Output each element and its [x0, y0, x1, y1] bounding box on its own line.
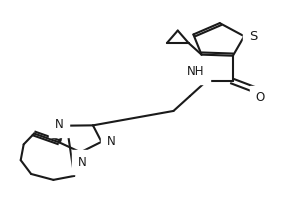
Text: N: N: [55, 118, 64, 131]
Text: O: O: [255, 91, 265, 104]
Text: N: N: [107, 135, 116, 148]
Text: S: S: [249, 30, 257, 43]
Text: N: N: [78, 156, 86, 169]
Text: NH: NH: [187, 65, 205, 78]
